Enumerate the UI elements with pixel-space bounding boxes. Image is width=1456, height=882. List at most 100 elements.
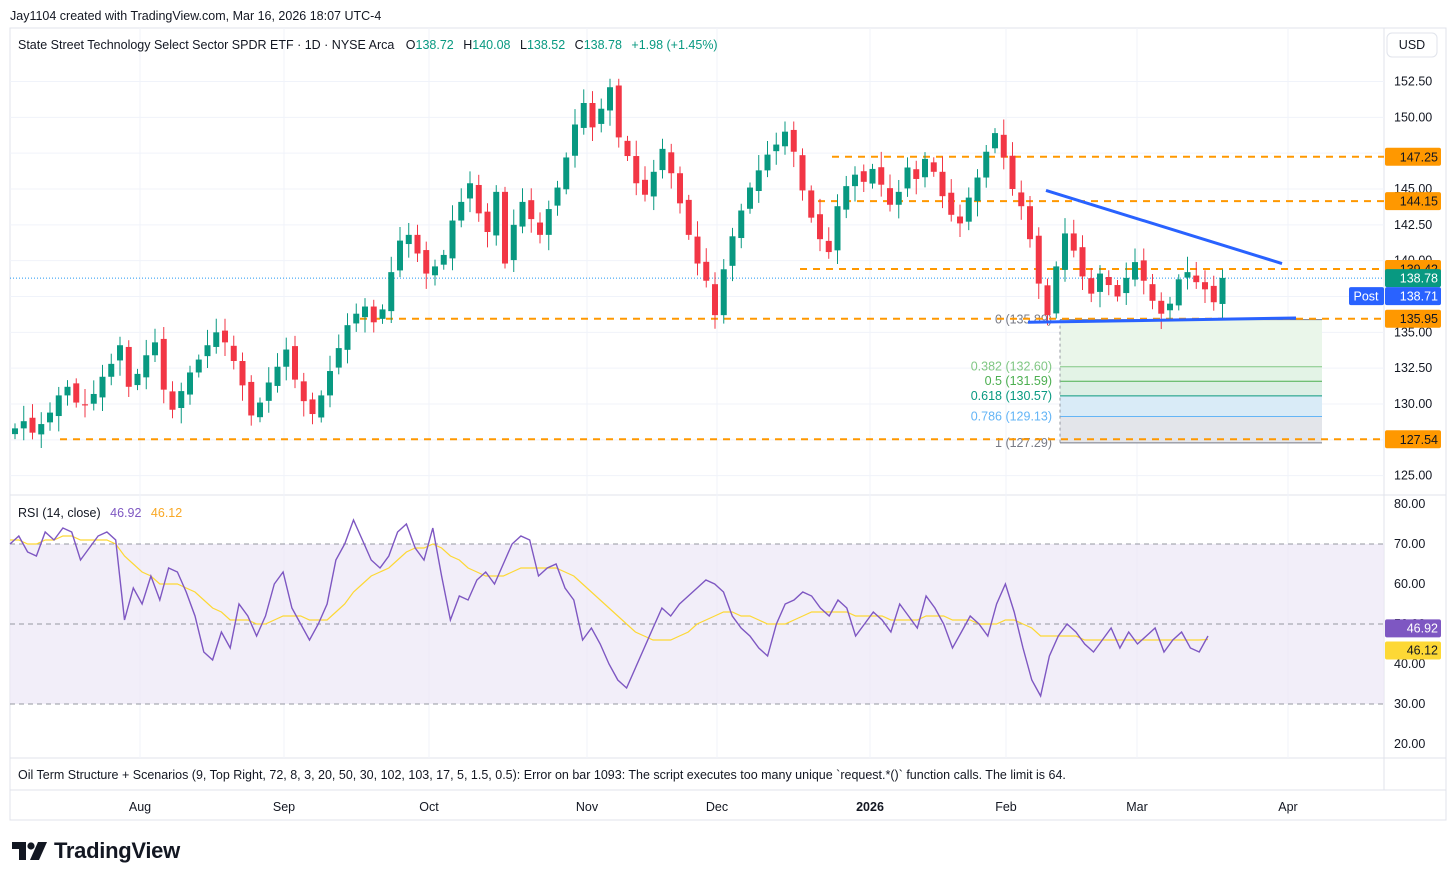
candle-body (677, 173, 683, 204)
candle-body (720, 269, 727, 316)
rsi-ma-legend-value: 46.12 (151, 506, 182, 520)
candle-body (904, 167, 911, 189)
candle-body (1175, 279, 1182, 306)
fib-retracement[interactable]: 0 (135.89)0.382 (132.60)0.5 (131.59)0.61… (971, 313, 1322, 450)
tradingview-logo-icon (12, 842, 47, 860)
candle-body (38, 424, 45, 435)
candle-body (432, 266, 438, 276)
candle-body (895, 191, 902, 205)
price-tick-label: 125.00 (1394, 469, 1432, 483)
candle-body (764, 154, 771, 171)
candle-body (20, 421, 27, 429)
candle-body (1070, 233, 1077, 251)
candle-body (449, 220, 456, 259)
candle-body (283, 349, 290, 367)
candle-body (1184, 272, 1191, 278)
time-tick-label: Aug (129, 800, 151, 814)
rsi-tick-label: 20.00 (1394, 737, 1425, 751)
candle-body (152, 342, 158, 356)
support-price-tag: 135.95 (1400, 312, 1438, 326)
tradingview-logo[interactable]: TradingView (12, 838, 180, 864)
candle-body (1132, 262, 1138, 280)
candle-body (712, 284, 718, 316)
candle-body (318, 395, 325, 418)
candle-body (1035, 235, 1042, 284)
rsi-value-tag-bg (1385, 619, 1441, 638)
rsi-line (9, 518, 1209, 698)
price-tick-label: 130.00 (1394, 397, 1432, 411)
support-price-tag-bg (1385, 309, 1441, 328)
candle-body (257, 402, 263, 418)
candle-body (379, 309, 386, 319)
candle-body (957, 216, 963, 224)
time-tick-label: 2026 (856, 800, 884, 814)
candle-body (440, 254, 447, 265)
rsi-tick-label: 70.00 (1394, 537, 1425, 551)
time-tick-label: Sep (273, 800, 295, 814)
candle-body (913, 169, 920, 179)
candle-body (1018, 192, 1025, 207)
rsi-legend-label: RSI (14, close) (18, 506, 101, 520)
time-tick-label: Dec (706, 800, 728, 814)
time-axis[interactable]: Aug Sep Oct Nov Dec 2026 Feb Mar Apr (129, 800, 1298, 814)
candle-body (869, 168, 876, 184)
high-value: 140.08 (472, 38, 510, 52)
candle-body (1009, 155, 1016, 189)
candle-body (169, 391, 176, 410)
candle-body (685, 199, 692, 235)
candle-body (143, 355, 150, 378)
candle-body (370, 306, 377, 323)
candle-body (108, 363, 115, 377)
chart-frame (9, 27, 1447, 821)
rsi-pane (9, 518, 1384, 705)
candle-body (29, 417, 36, 433)
time-tick-label: Apr (1278, 800, 1297, 814)
rsi-legend-value: 46.92 (110, 506, 141, 520)
candle-body (983, 151, 990, 178)
candle-body (580, 103, 587, 128)
price-tick-label: 132.50 (1394, 361, 1432, 375)
candle-body (607, 87, 613, 111)
fib-level-label: 1 (127.29) (995, 436, 1052, 450)
support-price-tag-bg (1385, 192, 1441, 211)
rsi-ma-value-tag-bg (1385, 641, 1441, 660)
candle-body (125, 346, 132, 387)
candle-body (178, 391, 185, 409)
candle-body (397, 240, 403, 271)
candle-body (248, 381, 255, 416)
candle-body (694, 236, 701, 264)
candle-body (1158, 300, 1165, 314)
candle-body (230, 345, 237, 361)
candle-body (1202, 282, 1208, 290)
currency-button[interactable] (1386, 32, 1438, 58)
last-price-tag-bg (1385, 269, 1441, 288)
candle-body (1044, 285, 1051, 316)
post-price-tag-bg (1385, 287, 1441, 306)
trendlines[interactable] (1027, 189, 1297, 324)
candle-body (747, 187, 753, 209)
post-label: Post (1353, 290, 1379, 304)
candle-body (755, 170, 762, 192)
candle-body (1062, 233, 1068, 270)
price-tick-label: 150.00 (1394, 110, 1432, 124)
candle-body (572, 124, 578, 156)
candle-body (117, 345, 123, 361)
candle-body (825, 240, 832, 253)
price-tick-label: 152.50 (1394, 75, 1432, 89)
created-by-text: Jay1104 created with TradingView.com, Ma… (10, 9, 381, 23)
candle-body (484, 211, 491, 232)
candle-body (55, 395, 62, 417)
candle-body (1079, 247, 1086, 277)
candle-body (817, 214, 823, 240)
support-levels[interactable] (10, 155, 1384, 441)
post-price-tag: 138.71 (1400, 290, 1438, 304)
candle-body (738, 210, 745, 239)
price-tick-label: 135.00 (1394, 325, 1432, 339)
candle-body (782, 131, 788, 147)
candle-body (274, 366, 281, 386)
candle-body (563, 157, 570, 190)
candle-body (930, 162, 937, 172)
symbol-name: State Street Technology Select Sector SP… (18, 38, 394, 52)
support-price-tag: 147.25 (1400, 150, 1438, 164)
